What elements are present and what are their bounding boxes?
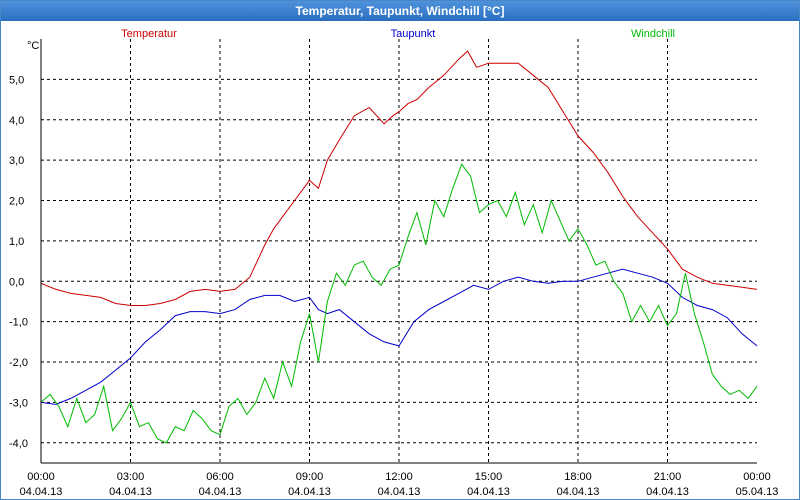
x-tick-time: 03:00	[117, 471, 145, 483]
y-tick-label: -1,0	[9, 317, 28, 329]
y-tick-label: 0,0	[9, 276, 24, 288]
x-tick-time: 00:00	[743, 471, 771, 483]
y-tick-label: 4,0	[9, 115, 24, 127]
x-tick-time: 18:00	[564, 471, 592, 483]
series-lines	[40, 50, 758, 444]
series-line-taupunkt	[40, 268, 758, 405]
x-tick-time: 09:00	[296, 471, 324, 483]
axes	[40, 39, 757, 464]
y-tick-label: 1,0	[9, 236, 24, 248]
x-tick-date: 04.04.13	[646, 486, 689, 498]
y-tick-label: -3,0	[9, 397, 28, 409]
legend: Temperatur Taupunkt Windchill	[121, 28, 675, 40]
y-tick-label: 3,0	[9, 155, 24, 167]
y-tick-label: -4,0	[9, 438, 28, 450]
y-axis-unit: °C	[27, 40, 39, 52]
x-tick-time: 15:00	[475, 471, 503, 483]
x-tick-date: 04.04.13	[109, 486, 152, 498]
legend-entry-windchill: Windchill	[631, 28, 675, 40]
x-tick-date: 04.04.13	[20, 486, 63, 498]
axis-labels: 5,0 4,0 3,0 2,0 1,0 0,0 -1,0 -2,0 -3,0 -4,0 °C 00:0…	[9, 40, 778, 498]
x-tick-time: 21:00	[654, 471, 682, 483]
gridlines	[41, 39, 757, 463]
legend-entry-taupunkt: Taupunkt	[391, 28, 436, 40]
series-line-windchill	[40, 163, 758, 444]
x-tick-date: 05.04.13	[736, 486, 779, 498]
x-tick-date: 04.04.13	[199, 486, 242, 498]
y-tick-label: 2,0	[9, 196, 24, 208]
legend-entry-temperatur: Temperatur	[121, 28, 177, 40]
series-line-temperatur	[40, 50, 758, 306]
x-tick-time: 00:00	[27, 471, 55, 483]
y-tick-label: 5,0	[9, 74, 24, 86]
y-tick-label: -2,0	[9, 357, 28, 369]
window-title: Temperatur, Taupunkt, Windchill [°C]	[1, 1, 799, 21]
x-tick-time: 12:00	[385, 471, 413, 483]
x-tick-date: 04.04.13	[467, 486, 510, 498]
x-tick-time: 06:00	[206, 471, 234, 483]
x-tick-date: 04.04.13	[378, 486, 421, 498]
x-tick-date: 04.04.13	[557, 486, 600, 498]
x-tick-date: 04.04.13	[288, 486, 331, 498]
